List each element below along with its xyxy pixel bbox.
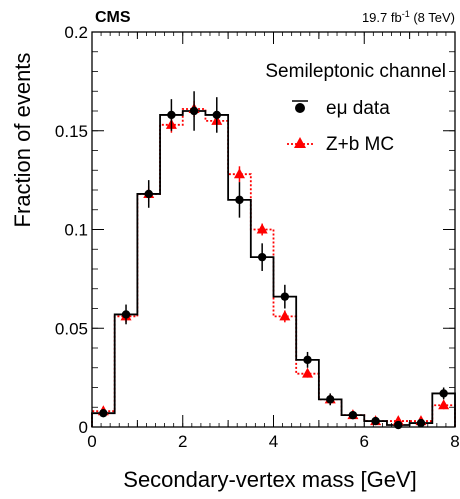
data-point [439,389,448,398]
x-tick-label: 6 [360,432,369,451]
tick-labels: 0 2 4 6 8 0 0.05 0.1 0.15 0.2 [55,23,460,451]
data-point [167,110,176,120]
mc-point [438,399,450,410]
luminosity-label: 19.7 fb-1 (8 TeV) [362,9,455,25]
data-markers [99,91,448,430]
y-tick-label: 0.15 [55,122,88,141]
data-point [416,418,426,428]
legend: eμ data Z+b MC [287,98,394,155]
axes [91,31,456,428]
data-histogram [91,110,456,427]
x-tick-label: 2 [178,432,187,451]
data-point [257,252,267,262]
channel-label: Semileptonic channel [265,61,446,82]
data-point [348,410,358,420]
data-point [144,189,153,199]
data-histogram-line [91,110,456,427]
mc-point [279,310,291,321]
x-tick-label: 8 [450,432,459,451]
data-point [212,110,221,120]
x-axis-title: Secondary-vertex mass [GeV] [123,467,416,492]
data-point [280,292,290,301]
data-point [235,195,244,205]
y-tick-label: 0.05 [55,319,88,338]
legend-data-marker [292,100,308,113]
data-point [326,395,335,404]
mc-point [302,367,314,378]
mc-point [233,168,245,179]
mc-point [256,223,268,234]
legend-data-label: eμ data [326,98,390,119]
data-point [121,310,131,319]
plot-frame [91,31,456,428]
y-tick-label: 0.2 [64,23,88,42]
data-point [189,106,199,116]
data-point [303,355,312,365]
data-point [99,408,108,418]
data-point [371,416,380,426]
legend-mc-label: Z+b MC [326,134,394,155]
legend-mc-marker [287,137,313,148]
y-tick-label: 0 [79,418,88,437]
x-tick-label: 4 [269,432,278,451]
x-tick-label: 0 [87,432,96,451]
data-point [394,420,403,430]
y-axis-title: Fraction of events [10,53,35,228]
y-tick-label: 0.1 [64,221,88,240]
experiment-label: CMS [95,9,131,26]
